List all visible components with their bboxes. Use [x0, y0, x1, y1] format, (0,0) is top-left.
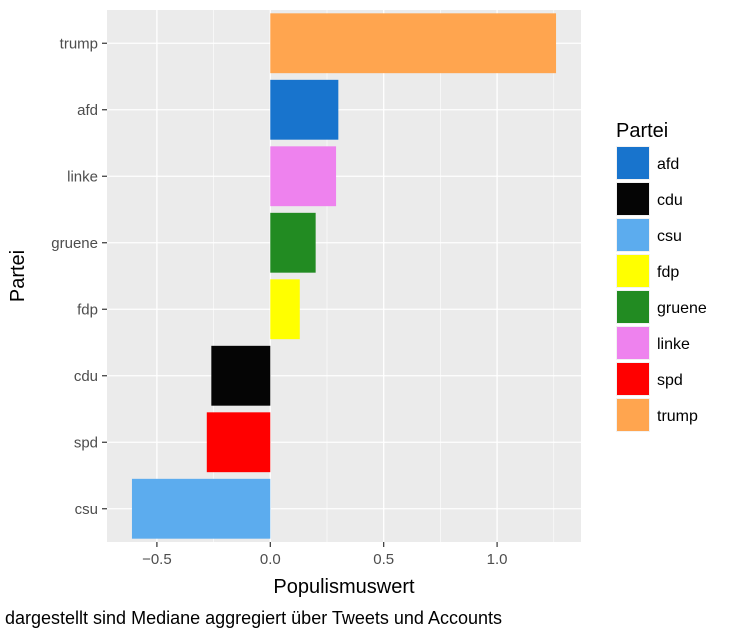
- legend-key-spd: [617, 363, 649, 395]
- x-axis-title: Populismuswert: [273, 576, 415, 598]
- bars: [131, 13, 557, 539]
- y-tick-label: spd: [74, 434, 98, 451]
- y-tick-label: linke: [67, 168, 98, 185]
- legend-label-cdu: cdu: [657, 192, 683, 209]
- legend-label-afd: afd: [657, 156, 679, 173]
- bar-cdu: [211, 345, 271, 406]
- x-tick-label: −0.5: [142, 551, 172, 568]
- bar-spd: [206, 412, 271, 473]
- legend: Partei afd cdu csu fdp gruene linke spd trump: [616, 120, 707, 432]
- y-tick-label: gruene: [51, 235, 98, 252]
- legend-key-afd: [617, 147, 649, 179]
- y-axis: trump afd linke gruene fdp cdu spd csu: [51, 35, 107, 518]
- bar-csu: [131, 478, 271, 539]
- bar-gruene: [270, 212, 316, 273]
- legend-key-trump: [617, 399, 649, 431]
- legend-label-gruene: gruene: [657, 300, 707, 317]
- x-tick-label: 1.0: [487, 551, 508, 568]
- legend-label-spd: spd: [657, 372, 683, 389]
- legend-title: Partei: [616, 120, 668, 142]
- legend-key-linke: [617, 327, 649, 359]
- y-tick-label: cdu: [74, 368, 98, 385]
- y-tick-label: afd: [77, 102, 98, 119]
- y-tick-label: fdp: [77, 301, 98, 318]
- plot-panel: [107, 10, 581, 542]
- legend-label-fdp: fdp: [657, 264, 679, 281]
- legend-key-fdp: [617, 255, 649, 287]
- bar-afd: [270, 79, 339, 140]
- y-tick-label: csu: [75, 501, 98, 518]
- y-axis-title: Partei: [7, 250, 29, 302]
- bar-trump: [270, 13, 557, 74]
- y-tick-label: trump: [60, 35, 98, 52]
- x-tick-label: 0.5: [373, 551, 394, 568]
- legend-key-gruene: [617, 291, 649, 323]
- bar-linke: [270, 146, 337, 207]
- legend-key-cdu: [617, 183, 649, 215]
- chart-caption: dargestellt sind Mediane aggregiert über…: [5, 608, 502, 628]
- legend-label-linke: linke: [657, 336, 690, 353]
- x-tick-label: 0.0: [260, 551, 281, 568]
- bar-fdp: [270, 279, 300, 340]
- legend-label-csu: csu: [657, 228, 682, 245]
- legend-key-csu: [617, 219, 649, 251]
- legend-label-trump: trump: [657, 408, 698, 425]
- x-axis: −0.5 0.0 0.5 1.0: [142, 542, 508, 568]
